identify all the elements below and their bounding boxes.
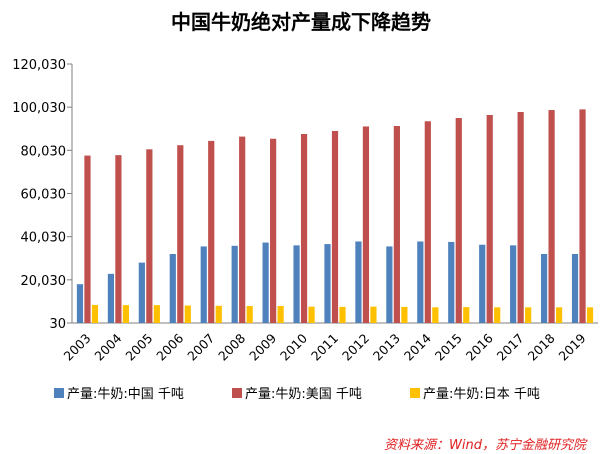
bar-产量:牛奶:日本 千吨-2015 [463,307,470,323]
bar-产量:牛奶:日本 千吨-2019 [586,307,594,323]
bar-产量:牛奶:美国 千吨-2009 [270,138,277,323]
bar-产量:牛奶:中国 千吨-2019 [571,254,579,323]
bar-产量:牛奶:中国 千吨-2006 [169,254,176,323]
bar-产量:牛奶:中国 千吨-2016 [479,244,486,323]
x-tick-label: 2018 [525,330,558,363]
bar-产量:牛奶:美国 千吨-2018 [548,110,555,323]
legend-swatch-0 [54,388,64,398]
bar-产量:牛奶:美国 千吨-2015 [455,118,462,324]
bar-产量:牛奶:日本 千吨-2004 [122,305,130,323]
x-tick-label: 2007 [184,331,217,364]
x-tick-label: 2019 [556,330,589,363]
legend-label-1: 产量:牛奶:美国 千吨 [245,387,362,402]
source-note: 资料来源：Wind，苏宁金融研究院 [384,438,586,453]
bar-产量:牛奶:美国 千吨-2011 [331,130,339,323]
bar-产量:牛奶:美国 千吨-2010 [300,133,308,323]
bar-产量:牛奶:美国 千吨-2007 [208,140,215,323]
bar-产量:牛奶:日本 千吨-2017 [525,307,532,323]
bar-产量:牛奶:日本 千吨-2009 [277,306,284,323]
bar-产量:牛奶:中国 千吨-2008 [231,245,238,323]
bar-产量:牛奶:日本 千吨-2013 [401,306,408,323]
bar-产量:牛奶:中国 千吨-2003 [76,284,84,323]
legend-label-2: 产量:牛奶:日本 千吨 [423,387,540,402]
bar-产量:牛奶:中国 千吨-2017 [510,245,517,323]
x-tick-label: 2010 [277,330,310,363]
bar-产量:牛奶:美国 千吨-2017 [517,111,524,323]
x-tick-label: 2017 [494,331,527,364]
bar-产量:牛奶:日本 千吨-2007 [215,305,222,323]
bar-产量:牛奶:日本 千吨-2006 [184,305,191,323]
y-tick-label: 100,030 [12,101,66,116]
x-tick-label: 2013 [370,331,403,364]
bar-产量:牛奶:中国 千吨-2010 [293,245,300,323]
x-tick-label: 2008 [215,330,248,363]
x-tick-label: 2006 [153,330,186,363]
legend-swatch-1 [232,388,242,398]
bar-产量:牛奶:日本 千吨-2010 [308,306,315,323]
x-tick-label: 2004 [91,330,124,363]
legend: 产量:牛奶:中国 千吨 产量:牛奶:美国 千吨 产量:牛奶:日本 千吨 [54,387,540,402]
y-tick-label: 40,030 [21,231,67,246]
chart-title: 中国牛奶绝对产量成下降趋势 [171,10,431,34]
bar-产量:牛奶:美国 千吨-2014 [424,121,431,323]
bar-产量:牛奶:日本 千吨-2012 [370,306,377,323]
x-tick-label: 2005 [122,331,155,364]
bar-产量:牛奶:中国 千吨-2013 [386,246,393,323]
bar-产量:牛奶:日本 千吨-2005 [153,305,160,323]
legend-swatch-2 [410,388,420,398]
bar-产量:牛奶:日本 千吨-2014 [432,307,439,323]
y-tick-label: 30 [49,317,66,332]
y-tick-label: 80,030 [21,144,67,159]
bar-产量:牛奶:中国 千吨-2018 [540,254,548,323]
bars [76,109,594,324]
x-tick-label: 2012 [339,331,372,364]
bar-产量:牛奶:日本 千吨-2011 [339,306,346,323]
bar-产量:牛奶:中国 千吨-2014 [417,241,424,323]
bar-产量:牛奶:日本 千吨-2016 [494,307,501,323]
legend-label-0: 产量:牛奶:中国 千吨 [67,387,184,402]
x-axis: 2003200420052006200720082009201020112012… [60,322,598,364]
bar-产量:牛奶:中国 千吨-2009 [262,242,269,323]
y-tick-label: 60,030 [21,188,67,203]
bar-产量:牛奶:美国 千吨-2019 [579,109,586,323]
y-axis: 120,030 100,030 80,030 60,030 40,030 20,030 30 [12,58,73,332]
bar-产量:牛奶:日本 千吨-2018 [555,307,563,323]
bar-产量:牛奶:中国 千吨-2005 [138,262,145,323]
bar-产量:牛奶:中国 千吨-2012 [355,241,362,323]
bar-产量:牛奶:美国 千吨-2005 [146,149,153,323]
bar-产量:牛奶:中国 千吨-2015 [448,241,455,323]
bar-产量:牛奶:美国 千吨-2004 [115,155,122,323]
bar-产量:牛奶:日本 千吨-2008 [246,306,253,323]
x-tick-label: 2003 [60,331,93,364]
x-tick-label: 2011 [308,331,341,364]
bar-产量:牛奶:日本 千吨-2003 [91,304,99,323]
bar-产量:牛奶:中国 千吨-2011 [324,244,331,323]
bar-产量:牛奶:美国 千吨-2006 [177,145,184,323]
x-tick-label: 2015 [432,331,465,364]
bar-产量:牛奶:美国 千吨-2008 [239,136,246,323]
y-tick-label: 120,030 [12,58,66,73]
bar-产量:牛奶:中国 千吨-2007 [200,246,207,323]
x-tick-label: 2016 [463,330,496,363]
x-tick-label: 2009 [246,330,279,363]
bar-产量:牛奶:美国 千吨-2012 [362,126,370,323]
y-tick-label: 20,030 [21,274,67,289]
x-tick-label: 2014 [401,330,434,363]
bar-产量:牛奶:美国 千吨-2003 [84,155,91,323]
bar-产量:牛奶:美国 千吨-2013 [393,126,400,323]
bar-产量:牛奶:美国 千吨-2016 [486,115,493,323]
bar-产量:牛奶:中国 千吨-2004 [107,273,115,323]
